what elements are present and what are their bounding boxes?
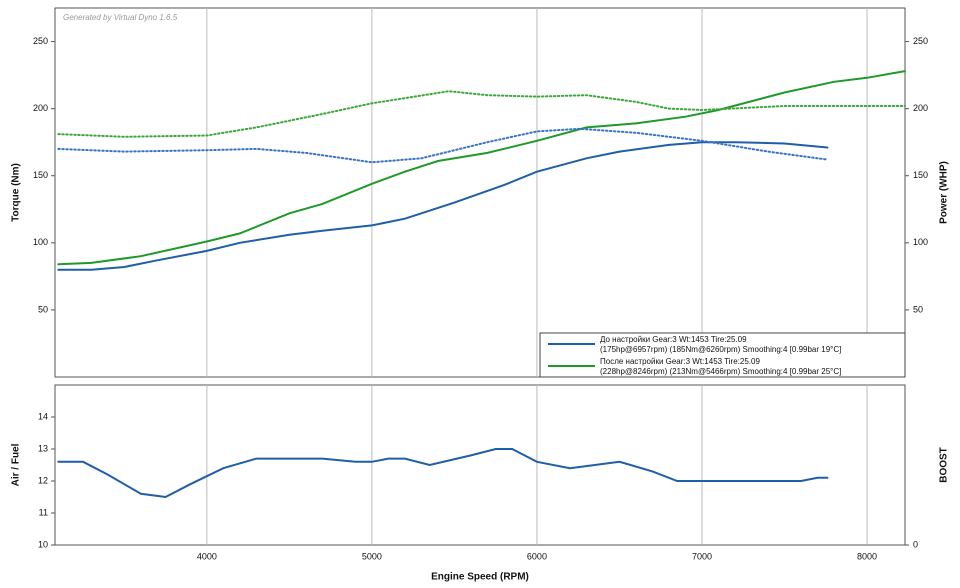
x-tick-label: 5000 xyxy=(362,551,382,561)
y-tick-label: 13 xyxy=(38,443,48,453)
y2-tick-label: 200 xyxy=(913,103,928,113)
y-tick-label: 10 xyxy=(38,539,48,549)
x-axis-label: Engine Speed (RPM) xyxy=(431,572,529,583)
y-axis-label: Air / Fuel xyxy=(11,443,22,486)
legend-details: (228hp@8246rpm) (213Nm@5466rpm) Smoothin… xyxy=(600,367,841,376)
series-line xyxy=(57,127,829,164)
x-tick-label: 7000 xyxy=(692,551,712,561)
y-tick-label: 150 xyxy=(33,170,48,180)
series-line xyxy=(57,70,906,266)
y-tick-label: 200 xyxy=(33,103,48,113)
y-axis-label: Torque (Nm) xyxy=(11,163,22,222)
legend-entry: После настройки Gear:3 Wt:1453 Tire:25.0… xyxy=(600,357,760,366)
y2-axis-label: Power (WHP) xyxy=(939,161,950,224)
y2-tick-label: 100 xyxy=(913,237,928,247)
y2-tick-label: 50 xyxy=(913,304,923,314)
legend-entry: До настройки Gear:3 Wt:1453 Tire:25.09 xyxy=(600,335,747,344)
series-line xyxy=(57,90,906,138)
y-tick-label: 14 xyxy=(38,411,48,421)
y2-tick-label: 150 xyxy=(913,170,928,180)
x-tick-label: 6000 xyxy=(527,551,547,561)
y2-tick-label: 250 xyxy=(913,36,928,46)
x-tick-label: 4000 xyxy=(197,551,217,561)
x-tick-label: 8000 xyxy=(857,551,877,561)
plot-area xyxy=(54,384,906,546)
watermark: Generated by Virtual Dyno 1.6.5 xyxy=(63,13,178,22)
y-tick-label: 50 xyxy=(38,304,48,314)
series-line xyxy=(57,141,829,271)
y-tick-label: 12 xyxy=(38,475,48,485)
y-tick-label: 11 xyxy=(39,507,48,517)
legend-box xyxy=(539,332,906,378)
series-line xyxy=(57,448,829,499)
legend-details: (175hp@6957rpm) (185Nm@6260rpm) Smoothin… xyxy=(600,345,841,354)
y-tick-label: 100 xyxy=(33,237,48,247)
y2-axis-label: BOOST xyxy=(939,447,950,483)
y-tick-label: 250 xyxy=(33,36,48,46)
y2-tick-label: 0 xyxy=(913,539,918,549)
